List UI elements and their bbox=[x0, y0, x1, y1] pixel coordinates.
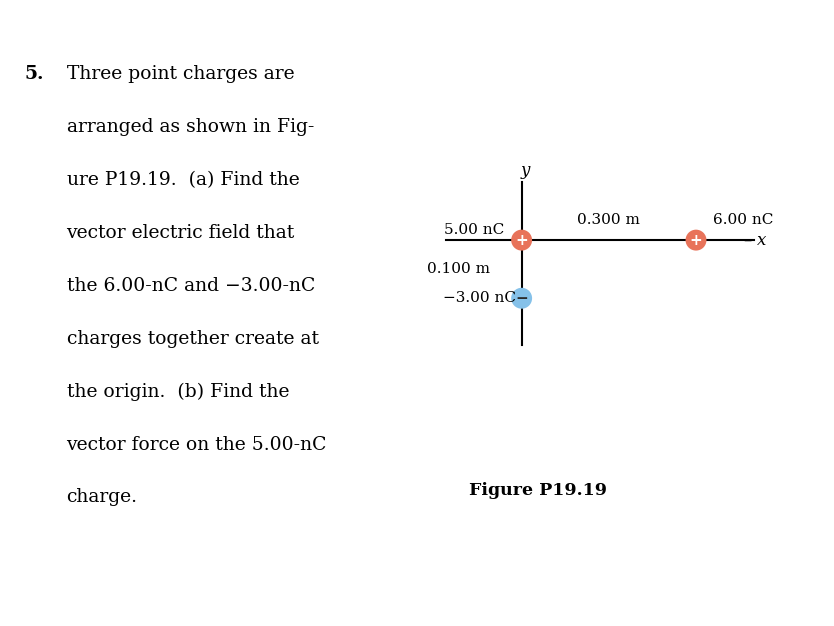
Text: Three point charges are: Three point charges are bbox=[67, 66, 294, 83]
Circle shape bbox=[511, 230, 532, 250]
Text: ure P19.19.  (a) Find the: ure P19.19. (a) Find the bbox=[67, 172, 299, 189]
Text: –: – bbox=[743, 231, 751, 249]
Text: +: + bbox=[515, 233, 528, 248]
Circle shape bbox=[511, 288, 532, 309]
Text: 5.00 nC: 5.00 nC bbox=[444, 223, 505, 237]
Text: 5.: 5. bbox=[24, 66, 44, 83]
Text: the 6.00-nC and −3.00-nC: the 6.00-nC and −3.00-nC bbox=[67, 277, 315, 295]
Text: 6.00 nC: 6.00 nC bbox=[713, 213, 774, 227]
Text: Figure P19.19: Figure P19.19 bbox=[469, 482, 607, 499]
Text: y: y bbox=[520, 162, 530, 179]
Text: vector electric field that: vector electric field that bbox=[67, 224, 294, 242]
Text: the origin.  (b) Find the: the origin. (b) Find the bbox=[67, 382, 289, 401]
Text: charge.: charge. bbox=[67, 488, 138, 506]
Text: −: − bbox=[515, 290, 528, 305]
Text: arranged as shown in Fig-: arranged as shown in Fig- bbox=[67, 118, 314, 136]
Text: −3.00 nC: −3.00 nC bbox=[443, 291, 515, 305]
Text: 0.100 m: 0.100 m bbox=[427, 262, 490, 276]
Circle shape bbox=[686, 230, 706, 250]
Text: charges together create at: charges together create at bbox=[67, 330, 319, 348]
Text: x: x bbox=[757, 232, 766, 249]
Text: +: + bbox=[690, 233, 702, 248]
Text: 0.300 m: 0.300 m bbox=[577, 213, 641, 227]
Text: vector force on the 5.00-nC: vector force on the 5.00-nC bbox=[67, 436, 327, 454]
